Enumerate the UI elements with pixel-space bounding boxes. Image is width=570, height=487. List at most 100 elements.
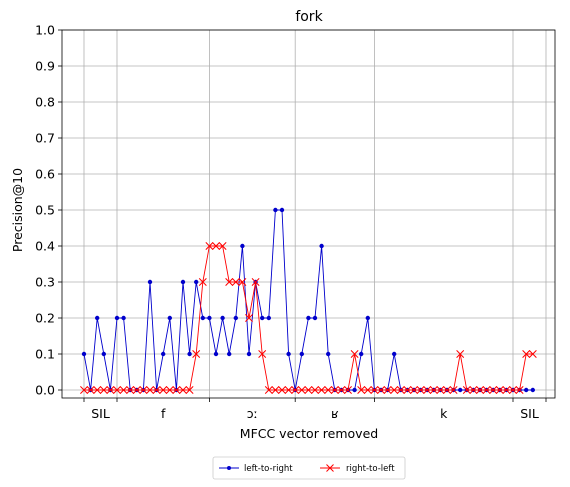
data-point-right-to-left xyxy=(205,242,214,250)
data-point-left-to-right xyxy=(524,387,529,393)
legend-label-left-to-right: left-to-right xyxy=(244,464,293,474)
data-point-left-to-right xyxy=(306,315,311,321)
data-point-right-to-left xyxy=(251,278,260,286)
data-point-right-to-left xyxy=(344,386,352,394)
data-point-right-to-left xyxy=(139,386,148,394)
data-point-left-to-right xyxy=(286,351,291,357)
y-tick-label: 1.0 xyxy=(35,23,55,38)
data-point-right-to-left xyxy=(146,386,154,394)
data-point-right-to-left xyxy=(502,386,511,394)
data-point-right-to-left xyxy=(528,350,537,358)
x-tick-label: SIL xyxy=(91,406,110,421)
y-tick-label: 0.5 xyxy=(35,203,55,218)
data-point-left-to-right xyxy=(319,243,324,249)
data-point-left-to-right xyxy=(180,279,186,285)
data-point-left-to-right xyxy=(207,315,212,321)
data-point-right-to-left xyxy=(264,386,273,394)
data-point-right-to-left xyxy=(225,278,234,286)
data-point-right-to-left xyxy=(509,386,517,394)
data-point-right-to-left xyxy=(113,386,121,394)
data-point-right-to-left xyxy=(212,242,220,250)
data-point-left-to-right xyxy=(530,387,535,393)
data-point-right-to-left xyxy=(179,386,187,394)
y-tick-label: 0.9 xyxy=(35,59,55,74)
data-point-right-to-left xyxy=(284,386,293,394)
data-point-right-to-left xyxy=(231,278,240,286)
data-point-right-to-left xyxy=(198,278,207,286)
data-point-right-to-left xyxy=(119,386,128,394)
y-tick-label: 0.8 xyxy=(35,95,55,110)
data-point-right-to-left xyxy=(297,386,306,394)
data-point-left-to-right xyxy=(213,351,219,357)
data-point-right-to-left xyxy=(423,386,432,394)
data-point-left-to-right xyxy=(194,279,199,285)
y-tick-label: 0.1 xyxy=(35,347,55,362)
data-point-right-to-left xyxy=(304,386,313,394)
data-point-left-to-right xyxy=(114,315,120,321)
data-point-right-to-left xyxy=(522,350,531,358)
data-point-right-to-left xyxy=(476,386,484,394)
data-point-left-to-right xyxy=(273,207,278,213)
x-tick-label: k xyxy=(440,406,448,421)
data-point-left-to-right xyxy=(352,387,357,393)
x-tick-label: SIL xyxy=(520,406,539,421)
data-point-right-to-left xyxy=(357,386,366,394)
data-point-left-to-right xyxy=(359,351,364,357)
data-point-right-to-left xyxy=(377,386,385,394)
x-tick-label: f xyxy=(161,406,166,421)
y-tick-label: 0.3 xyxy=(35,275,55,290)
data-point-right-to-left xyxy=(106,386,115,394)
data-point-left-to-right xyxy=(240,243,245,249)
data-point-right-to-left xyxy=(311,386,319,394)
data-point-right-to-left xyxy=(515,386,524,394)
legend: left-to-right right-to-left xyxy=(212,456,406,480)
data-point-left-to-right xyxy=(121,315,126,321)
data-point-right-to-left xyxy=(330,386,339,394)
series-layer xyxy=(80,207,537,394)
data-point-left-to-right xyxy=(266,315,271,321)
x-tick-label: ɔː xyxy=(247,406,258,421)
data-point-right-to-left xyxy=(93,386,102,394)
data-point-right-to-left xyxy=(462,386,471,394)
data-point-right-to-left xyxy=(410,386,418,394)
data-point-left-to-right xyxy=(392,351,397,357)
data-point-right-to-left xyxy=(350,350,359,358)
data-point-left-to-right xyxy=(81,351,87,357)
plot-frame xyxy=(61,29,556,399)
y-axis-label: Precision@10 xyxy=(10,168,25,252)
data-point-right-to-left xyxy=(132,386,141,394)
data-point-right-to-left xyxy=(165,386,174,394)
data-point-right-to-left xyxy=(218,242,227,250)
data-point-right-to-left xyxy=(436,386,445,394)
data-point-right-to-left xyxy=(456,350,465,358)
data-point-left-to-right xyxy=(299,351,304,357)
data-point-right-to-left xyxy=(443,386,451,394)
data-point-right-to-left xyxy=(482,386,491,394)
data-point-right-to-left xyxy=(324,386,333,394)
data-point-left-to-right xyxy=(95,315,100,321)
legend-frame xyxy=(212,456,406,480)
data-point-left-to-right xyxy=(167,315,172,321)
data-point-right-to-left xyxy=(363,386,372,394)
data-point-left-to-right xyxy=(101,351,107,357)
data-point-right-to-left xyxy=(291,386,300,394)
data-point-right-to-left xyxy=(172,386,181,394)
data-point-right-to-left xyxy=(278,386,286,394)
y-tick-label: 0.7 xyxy=(35,131,55,146)
data-point-right-to-left xyxy=(86,386,95,394)
data-point-left-to-right xyxy=(147,279,153,285)
data-point-right-to-left xyxy=(126,386,135,394)
data-point-right-to-left xyxy=(152,386,161,394)
data-point-right-to-left xyxy=(192,350,201,358)
data-point-right-to-left xyxy=(370,386,379,394)
data-point-right-to-left xyxy=(383,386,392,394)
data-point-left-to-right xyxy=(279,207,285,213)
x-tick-label: ʁ xyxy=(331,406,339,421)
y-tick-label: 0.2 xyxy=(35,311,55,326)
data-point-right-to-left xyxy=(258,350,267,358)
data-point-left-to-right xyxy=(260,315,265,321)
data-point-left-to-right xyxy=(187,351,192,357)
data-point-right-to-left xyxy=(403,386,412,394)
